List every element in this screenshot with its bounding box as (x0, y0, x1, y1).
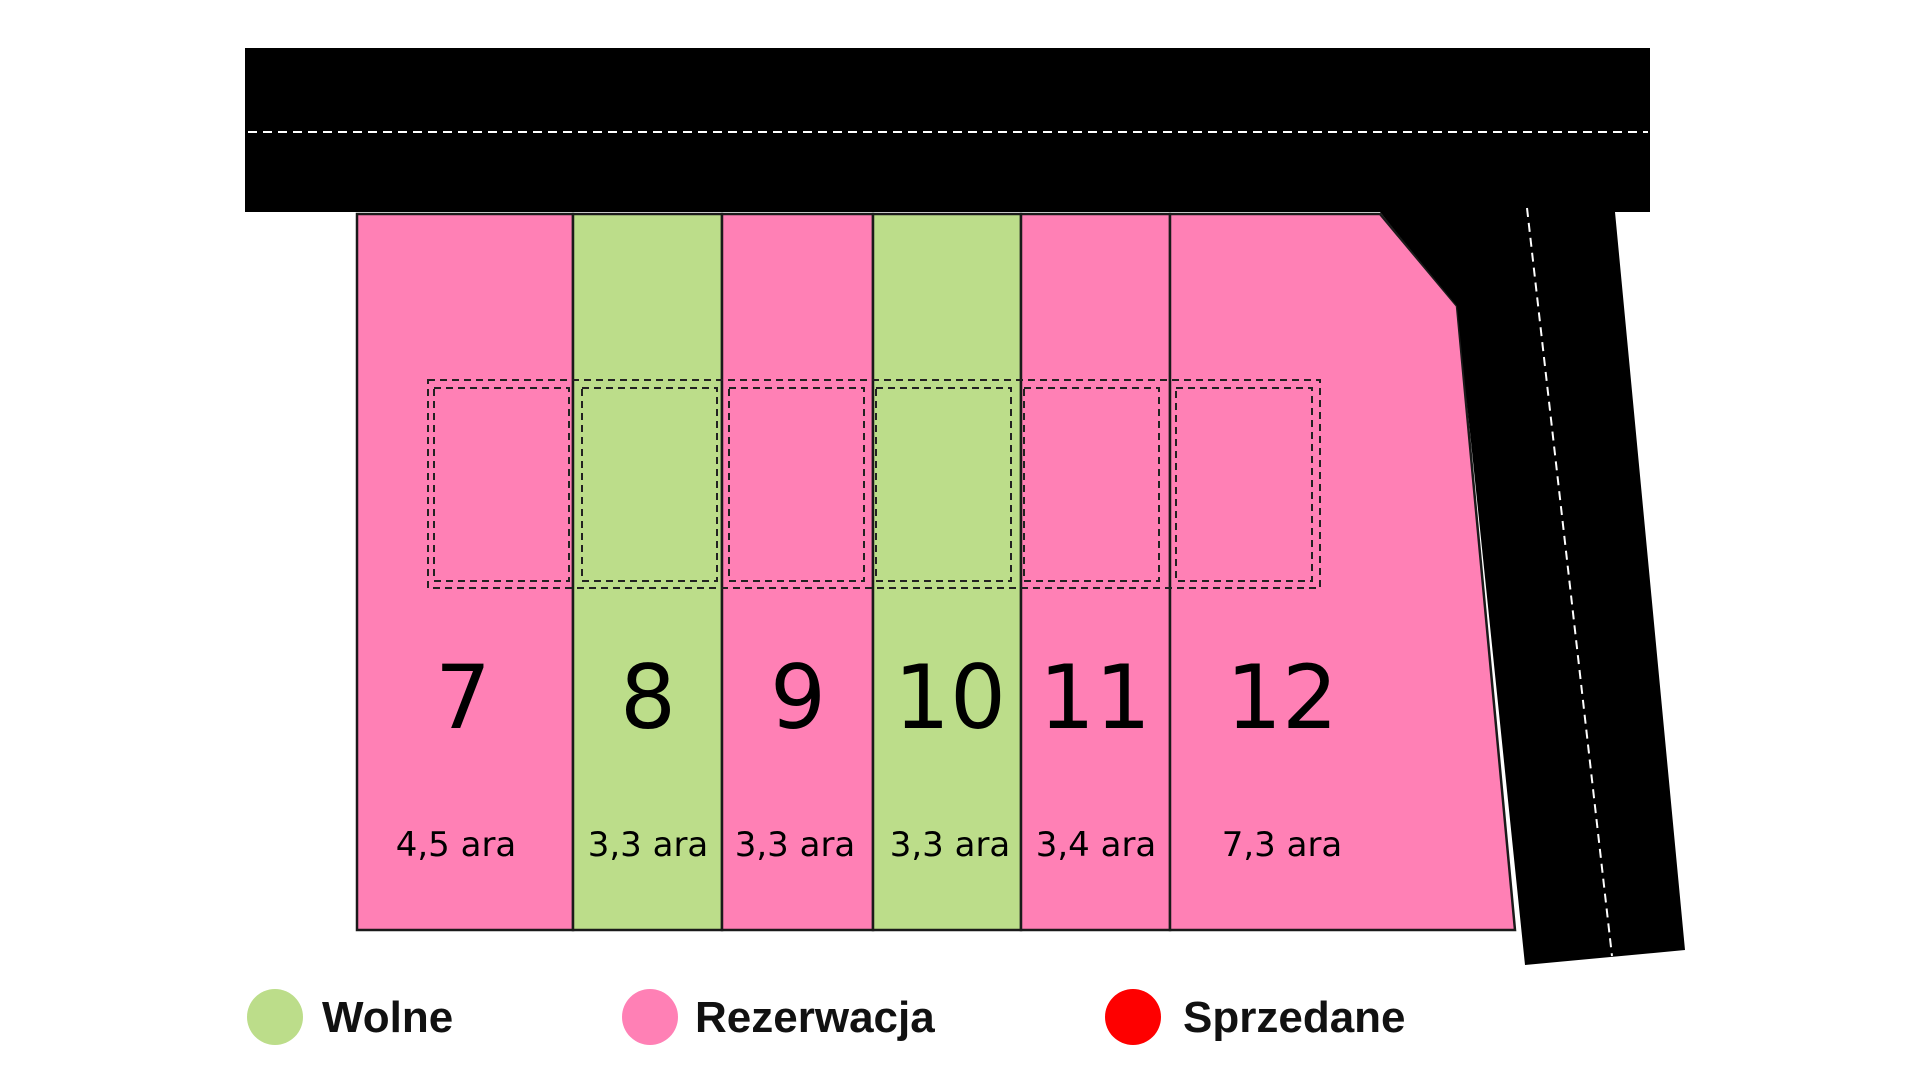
building-footprints (427, 379, 1321, 589)
lot-10-plot[interactable] (871, 212, 1023, 932)
building-footprint-8 (581, 387, 718, 582)
lot-number: 8 (620, 646, 676, 749)
lot-area: 3,3 ara (890, 825, 1011, 865)
lot-area: 3,3 ara (588, 825, 709, 865)
lot-8-plot[interactable] (571, 212, 724, 932)
lot-number: 11 (1039, 646, 1151, 749)
main-road (245, 48, 1650, 212)
building-footprint-outer (427, 379, 1321, 589)
lot-area: 7,3 ara (1222, 825, 1343, 865)
legend-label: Sprzedane (1183, 993, 1406, 1042)
building-footprint-9 (728, 387, 865, 582)
lot-number: 9 (770, 646, 826, 749)
side-road (1380, 212, 1685, 965)
side-road-centerline (1526, 207, 1613, 957)
legend: Wolne Rezerwacja Sprzedane (247, 989, 1406, 1045)
building-footprint-7 (433, 387, 570, 582)
legend-swatch-reserved (622, 989, 678, 1045)
legend-swatch-free (247, 989, 303, 1045)
legend-label: Rezerwacja (695, 993, 935, 1042)
building-footprint-11 (1023, 387, 1160, 582)
lots-layer (355, 212, 1517, 932)
lot-area: 3,3 ara (735, 825, 856, 865)
lot-number: 10 (894, 646, 1006, 749)
lot-area: 3,4 ara (1036, 825, 1157, 865)
lot-area: 4,5 ara (396, 825, 517, 865)
lot-12-plot[interactable] (1168, 212, 1517, 932)
lot-11-plot[interactable] (1019, 212, 1172, 932)
building-footprint-10 (875, 387, 1012, 582)
lot-7-plot[interactable] (355, 212, 575, 932)
legend-label: Wolne (322, 993, 453, 1042)
legend-swatch-sold (1105, 989, 1161, 1045)
lot-9-plot[interactable] (720, 212, 875, 932)
roads (245, 48, 1685, 965)
lot-labels: 7 8 9 10 11 12 4,5 ara 3,3 ara 3,3 ara 3… (396, 646, 1343, 865)
lot-number: 12 (1226, 646, 1338, 749)
lot-number: 7 (435, 646, 491, 749)
building-footprint-12 (1175, 387, 1313, 582)
